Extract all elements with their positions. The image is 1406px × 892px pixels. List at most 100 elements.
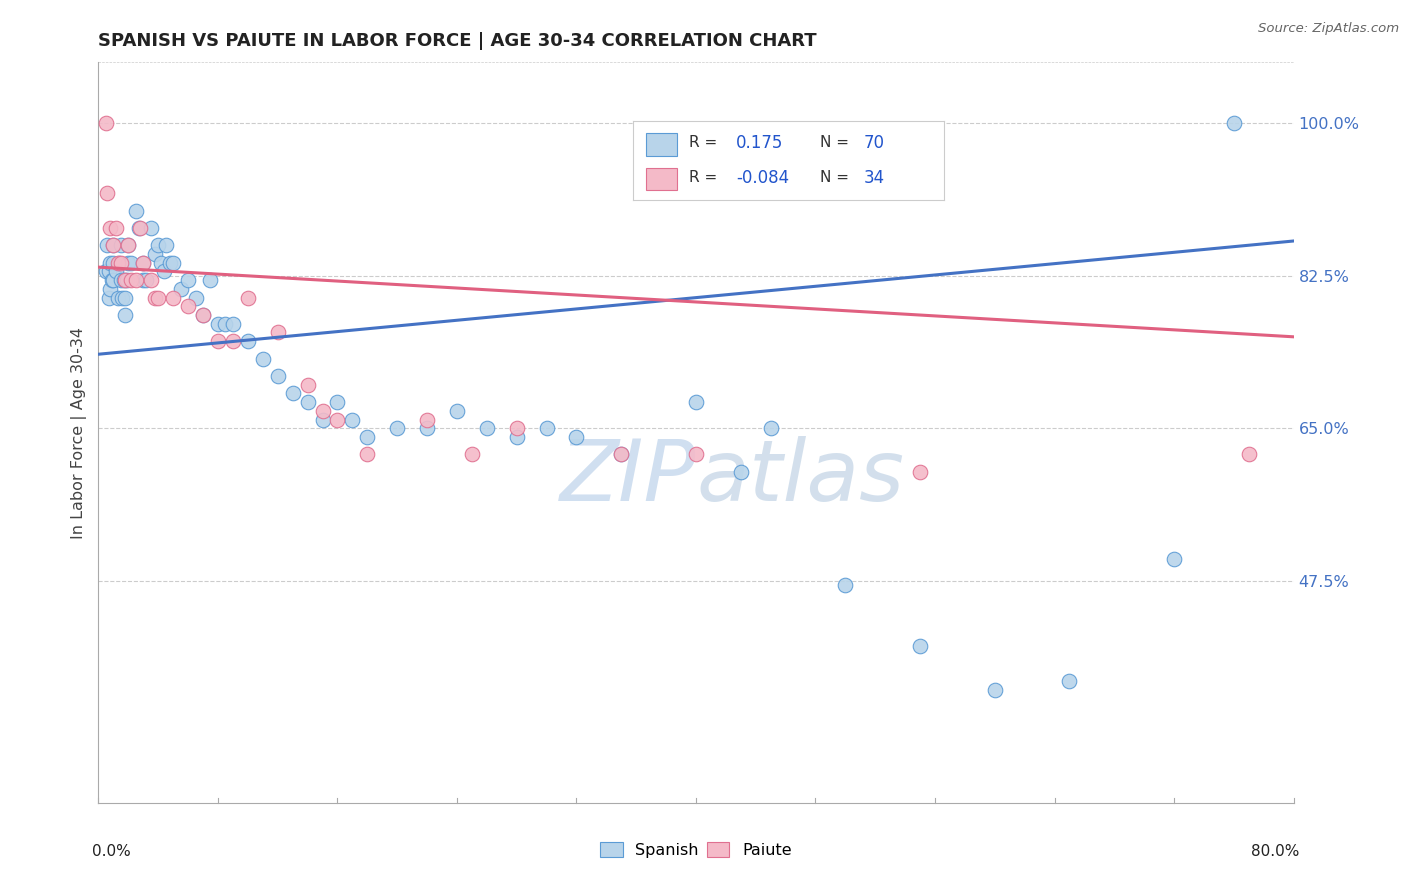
- Text: 0.175: 0.175: [735, 134, 783, 152]
- FancyBboxPatch shape: [645, 169, 676, 190]
- Point: [446, 404, 468, 418]
- Point: [114, 308, 136, 322]
- Point: [311, 404, 333, 418]
- Point: [96, 186, 118, 200]
- Point: [148, 291, 170, 305]
- Point: [1163, 552, 1185, 566]
- Point: [342, 412, 364, 426]
- Point: [105, 221, 128, 235]
- Text: R =: R =: [689, 170, 717, 186]
- Text: R =: R =: [689, 136, 717, 151]
- Point: [610, 447, 633, 461]
- Point: [177, 273, 200, 287]
- Point: [834, 578, 856, 592]
- Point: [135, 273, 157, 287]
- Point: [475, 421, 498, 435]
- Point: [416, 421, 439, 435]
- Point: [94, 264, 117, 278]
- Point: [108, 256, 131, 270]
- Point: [461, 447, 484, 461]
- Point: [685, 395, 707, 409]
- Point: [191, 308, 214, 322]
- Point: [191, 308, 214, 322]
- Point: [1059, 673, 1081, 688]
- Point: [200, 273, 222, 287]
- Point: [129, 221, 152, 235]
- Point: [143, 291, 166, 305]
- Point: [311, 412, 333, 426]
- Point: [207, 334, 229, 348]
- Point: [207, 317, 229, 331]
- Point: [1223, 116, 1246, 130]
- Point: [143, 247, 166, 261]
- Point: [110, 256, 132, 270]
- Point: [281, 386, 304, 401]
- Point: [685, 447, 707, 461]
- Point: [267, 369, 290, 384]
- Point: [94, 116, 117, 130]
- Text: SPANISH VS PAIUTE IN LABOR FORCE | AGE 30-34 CORRELATION CHART: SPANISH VS PAIUTE IN LABOR FORCE | AGE 3…: [98, 32, 817, 50]
- Point: [297, 377, 319, 392]
- Legend: Spanish, Paiute: Spanish, Paiute: [600, 842, 792, 858]
- Point: [385, 421, 409, 435]
- Point: [112, 273, 135, 287]
- Text: 0.0%: 0.0%: [93, 844, 131, 858]
- Point: [222, 317, 245, 331]
- Point: [132, 273, 155, 287]
- Point: [105, 264, 128, 278]
- Point: [214, 317, 236, 331]
- Point: [132, 256, 155, 270]
- Text: Source: ZipAtlas.com: Source: ZipAtlas.com: [1258, 22, 1399, 36]
- Point: [184, 291, 207, 305]
- Point: [759, 421, 782, 435]
- Point: [356, 447, 378, 461]
- Point: [103, 238, 125, 252]
- Point: [103, 256, 125, 270]
- Point: [101, 273, 124, 287]
- Point: [132, 256, 155, 270]
- Point: [506, 421, 529, 435]
- Point: [139, 221, 162, 235]
- Point: [125, 203, 148, 218]
- Point: [236, 291, 259, 305]
- Point: [536, 421, 558, 435]
- Point: [610, 447, 633, 461]
- Point: [730, 465, 752, 479]
- Point: [252, 351, 274, 366]
- Point: [162, 291, 184, 305]
- Point: [177, 299, 200, 313]
- Point: [117, 238, 139, 252]
- Point: [125, 273, 148, 287]
- Point: [115, 273, 138, 287]
- Point: [97, 291, 120, 305]
- Point: [110, 273, 132, 287]
- Point: [222, 334, 245, 348]
- Point: [114, 273, 136, 287]
- Point: [162, 256, 184, 270]
- Point: [98, 282, 122, 296]
- Point: [103, 273, 125, 287]
- Point: [117, 256, 139, 270]
- Text: -0.084: -0.084: [735, 169, 789, 186]
- Point: [107, 256, 129, 270]
- Point: [120, 256, 142, 270]
- Point: [139, 273, 162, 287]
- Point: [128, 221, 150, 235]
- Point: [150, 256, 173, 270]
- Point: [120, 273, 142, 287]
- Point: [103, 238, 125, 252]
- Point: [267, 326, 290, 340]
- Point: [155, 238, 177, 252]
- Point: [111, 291, 134, 305]
- Point: [169, 282, 191, 296]
- Point: [153, 264, 176, 278]
- Point: [96, 238, 118, 252]
- Y-axis label: In Labor Force | Age 30-34: In Labor Force | Age 30-34: [72, 326, 87, 539]
- Point: [159, 256, 181, 270]
- Point: [236, 334, 259, 348]
- Point: [984, 682, 1007, 697]
- Text: N =: N =: [820, 136, 849, 151]
- Point: [908, 465, 931, 479]
- Text: 70: 70: [863, 134, 884, 152]
- Point: [98, 221, 122, 235]
